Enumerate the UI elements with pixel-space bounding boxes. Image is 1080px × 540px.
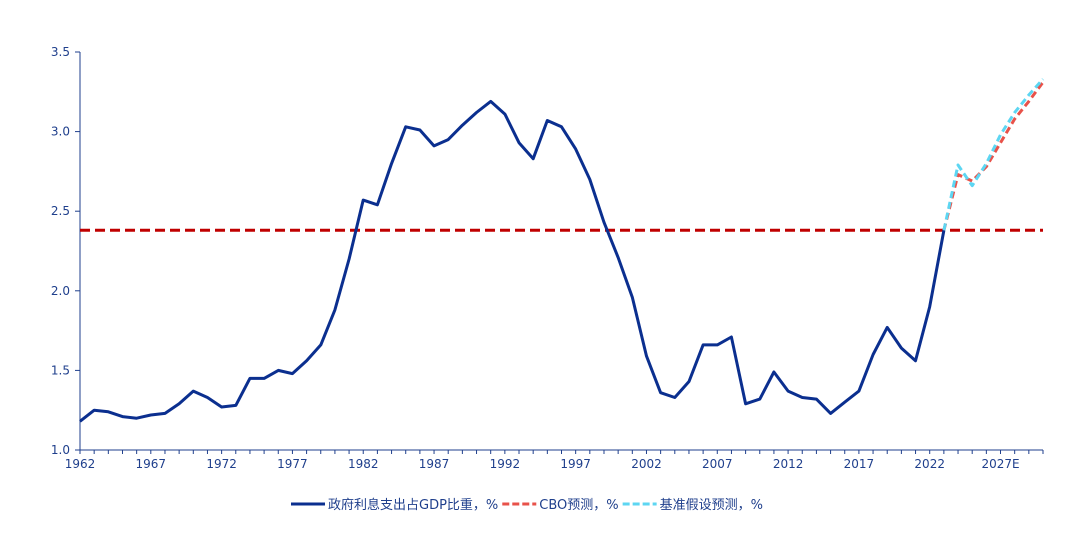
series-line-baseline-forecast xyxy=(942,78,1045,231)
series-line-interest-to-gdp xyxy=(79,99,946,423)
x-tick-label: 1992 xyxy=(490,457,521,471)
x-tick-label: 2007 xyxy=(702,457,733,471)
x-tick-label: 2022 xyxy=(914,457,945,471)
y-tick-label: 2.0 xyxy=(51,284,70,298)
x-tick-label: 1962 xyxy=(65,457,96,471)
x-tick-label: 1987 xyxy=(419,457,450,471)
y-tick-label: 3.5 xyxy=(51,45,70,59)
x-tick-label: 1972 xyxy=(206,457,237,471)
legend-label: CBO预测，% xyxy=(539,498,618,513)
legend-label: 基准假设预测，% xyxy=(660,498,763,513)
y-tick-label: 1.0 xyxy=(51,443,70,457)
x-tick-label: 1977 xyxy=(277,457,308,471)
legend: 政府利息支出占GDP比重，% CBO预测，% 基准假设预测，% xyxy=(291,497,763,513)
x-tick-label: 2002 xyxy=(631,457,662,471)
legend-label: 政府利息支出占GDP比重，% xyxy=(328,497,498,513)
x-tick-label: 1997 xyxy=(560,457,591,471)
x-tick-label: 2027E xyxy=(981,457,1019,471)
x-tick-label: 2017 xyxy=(844,457,875,471)
x-tick-label: 1982 xyxy=(348,457,379,471)
x-tick-label: 1967 xyxy=(136,457,167,471)
x-tick-label: 2012 xyxy=(773,457,804,471)
series-layer xyxy=(79,78,1045,423)
y-tick-label: 1.5 xyxy=(51,363,70,377)
series-line-cbo-forecast xyxy=(942,81,1045,231)
y-tick-label: 2.5 xyxy=(51,204,70,218)
y-tick-label: 3.0 xyxy=(51,125,70,139)
axes-layer: 1.0 1.5 2.0 2.5 3.0 3.5 1962 1967 1972 1977 1982 19… xyxy=(51,45,1044,471)
